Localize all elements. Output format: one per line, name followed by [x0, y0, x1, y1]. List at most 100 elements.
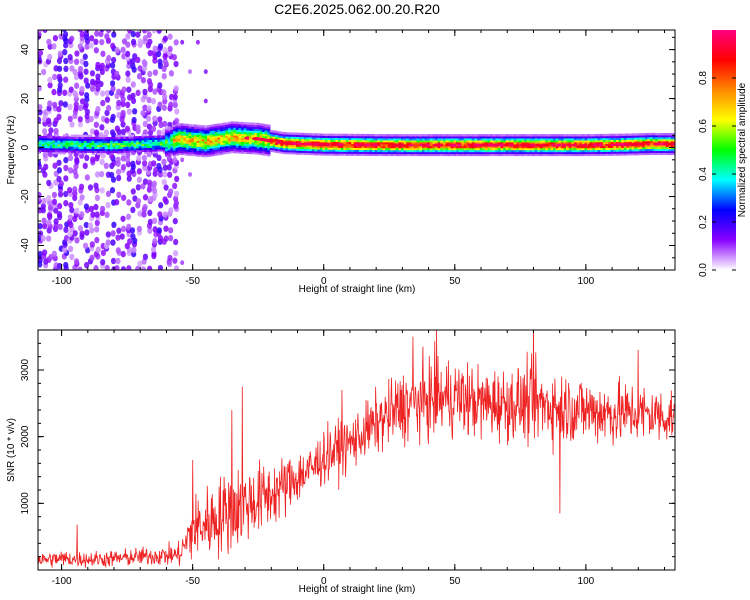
spectrogram-cell — [639, 135, 643, 138]
spectrogram-cell — [563, 141, 567, 145]
spectrogram-cell — [52, 136, 56, 139]
colorbar-tick-label: 0.4 — [698, 167, 709, 181]
spectrogram-cell — [83, 144, 87, 147]
spectrogram-cell — [432, 145, 436, 149]
spectrogram-cell — [95, 105, 101, 113]
spectrogram-cell — [429, 134, 434, 137]
spectrogram-cell — [212, 153, 216, 157]
spectrogram-cell — [126, 108, 132, 115]
spectrogram-cell — [225, 141, 229, 145]
spectrogram-cell — [167, 151, 171, 155]
spectrogram-cell — [89, 85, 96, 92]
spectrogram-cell — [453, 151, 457, 155]
spectrogram-cell — [479, 153, 483, 157]
spectrogram-cell — [183, 152, 187, 156]
spectrogram-cell — [162, 164, 168, 171]
spectrogram-cell — [458, 153, 462, 157]
spectrogram-cell — [487, 139, 491, 143]
spectrogram-cell — [484, 141, 489, 145]
spectrogram-cell — [267, 152, 271, 155]
spectrogram-cell — [288, 140, 292, 143]
spectrogram-cell — [222, 148, 226, 151]
spectrogram-cell — [584, 153, 588, 157]
spectrogram-cell — [107, 142, 111, 146]
spectrogram-cell — [579, 153, 583, 157]
spectrogram-cell — [144, 149, 148, 152]
spectrogram-cell — [668, 152, 672, 156]
spectrogram-cell — [476, 141, 481, 145]
spectrogram-cell — [547, 143, 551, 147]
spectrogram-cell — [317, 149, 321, 152]
spectrogram-cell — [555, 151, 559, 155]
spectrogram-cell — [408, 134, 413, 137]
spectrogram-cell — [212, 130, 216, 133]
spectrogram-cell — [285, 145, 289, 149]
spectrogram-cell — [93, 38, 99, 46]
spectrogram-cell — [511, 138, 515, 141]
spectrogram-cell — [560, 138, 565, 141]
spectrogram-cell — [437, 136, 441, 139]
spectrogram-cell — [165, 127, 169, 130]
spectrogram-cell — [235, 123, 240, 127]
spectrogram-cell — [233, 121, 237, 124]
spectrogram-cell — [471, 145, 475, 149]
spectrogram-cell — [180, 39, 185, 45]
spectrogram-cell — [58, 100, 64, 107]
spectrogram-cell — [364, 149, 368, 153]
spectrogram-cell — [372, 135, 376, 139]
spectrogram-cell — [141, 149, 145, 153]
spectrogram-cell — [440, 153, 444, 157]
spectrogram-cell — [68, 142, 72, 145]
spectrogram-cell — [338, 145, 342, 148]
spectrogram-cell — [162, 141, 166, 144]
spectrogram-cell — [539, 141, 544, 145]
spectrogram-cell — [110, 85, 116, 93]
spectrogram-cell — [165, 140, 169, 144]
spectrogram-cell — [550, 151, 554, 155]
spectrogram-cell — [576, 153, 580, 157]
spectrogram-cell — [461, 147, 465, 151]
spectrogram-cell — [54, 138, 59, 141]
spectrogram-cell — [38, 135, 40, 139]
spectrogram-cell — [513, 143, 517, 147]
spectrogram-cell — [186, 145, 190, 148]
spectrogram-cell — [442, 139, 447, 143]
spectrogram-cell — [366, 153, 371, 156]
spectrogram-cell — [209, 128, 213, 132]
spectrogram-cell — [146, 145, 150, 148]
spectrogram-cell — [149, 149, 153, 152]
spectrogram-cell — [301, 136, 305, 140]
spectrogram-cell — [142, 203, 148, 211]
spectrogram-cell — [366, 151, 371, 154]
spectrogram-cell — [348, 139, 352, 143]
spectrogram-cell — [670, 135, 675, 138]
spectrogram-cell — [188, 137, 192, 141]
spectrogram-cell — [243, 141, 247, 145]
spectrogram-cell — [120, 148, 124, 151]
spectrogram-cell — [626, 139, 630, 142]
spectrogram-cell — [581, 151, 586, 155]
spectrogram-cell — [508, 147, 512, 151]
spectrogram-cell — [673, 144, 675, 148]
spectrogram-cell — [319, 139, 323, 142]
spectrogram-cell — [421, 139, 426, 143]
spectrogram-cell — [112, 140, 116, 144]
spectrogram-cell — [592, 135, 596, 139]
spectrogram-cell — [180, 129, 184, 132]
spectrogram-cell — [442, 151, 447, 155]
spectrogram-cell — [120, 250, 126, 258]
spectrogram-cell — [128, 148, 132, 151]
spectrogram-cell — [324, 133, 329, 137]
spectrogram-cell — [193, 128, 198, 131]
spectrogram-cell — [235, 139, 240, 142]
spectrogram-cell — [130, 38, 137, 46]
spectrogram-cell — [151, 143, 156, 146]
spectrogram-cell — [94, 226, 100, 233]
spectrogram-cell — [136, 176, 143, 183]
spectrogram-cell — [256, 140, 260, 143]
spectrogram-cell — [560, 149, 565, 153]
spectrogram-cell — [576, 136, 580, 139]
spectrogram-cell — [277, 144, 281, 148]
spectrogram-cell — [62, 146, 67, 149]
spectrogram-cell — [673, 135, 675, 138]
